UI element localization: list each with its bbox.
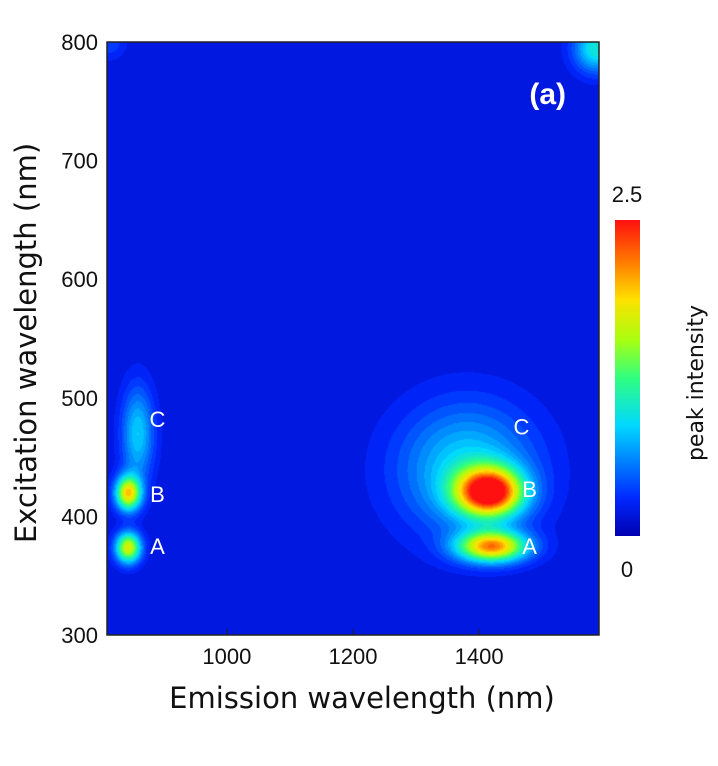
y-axis: 300 400 500 600 700 800 — [61, 30, 98, 648]
colorbar: 2.5 0 peak intensity — [612, 182, 709, 582]
y-tick-label: 800 — [61, 30, 98, 55]
peak-label-b: B — [150, 482, 165, 507]
x-tick-label: 1400 — [455, 644, 504, 669]
peak-label-b: B — [522, 477, 537, 502]
colorbar-min-label: 0 — [621, 557, 633, 582]
panel-label: (a) — [529, 78, 566, 111]
peak-label-a: A — [522, 534, 537, 559]
x-tick-label: 1200 — [329, 644, 378, 669]
y-tick-label: 400 — [61, 504, 98, 529]
colorbar-title: peak intensity — [684, 305, 709, 461]
peak-label-c: C — [513, 414, 529, 439]
y-tick-label: 600 — [61, 267, 98, 292]
y-tick-label: 300 — [61, 623, 98, 648]
heatmap-surface — [107, 42, 599, 635]
x-axis: 1000 1200 1400 — [202, 629, 504, 669]
x-tick-label: 1000 — [202, 644, 251, 669]
colorbar-scale — [615, 220, 640, 536]
colorbar-max-label: 2.5 — [612, 182, 643, 207]
peak-label-a: A — [150, 534, 165, 559]
peak-labels: A B C A B C — [150, 407, 538, 559]
y-tick-label: 700 — [61, 149, 98, 174]
peak-label-c: C — [150, 407, 166, 432]
y-axis-title: Excitation wavelength (nm) — [9, 143, 43, 543]
y-tick-label: 500 — [61, 386, 98, 411]
x-axis-title: Emission wavelength (nm) — [169, 681, 555, 715]
